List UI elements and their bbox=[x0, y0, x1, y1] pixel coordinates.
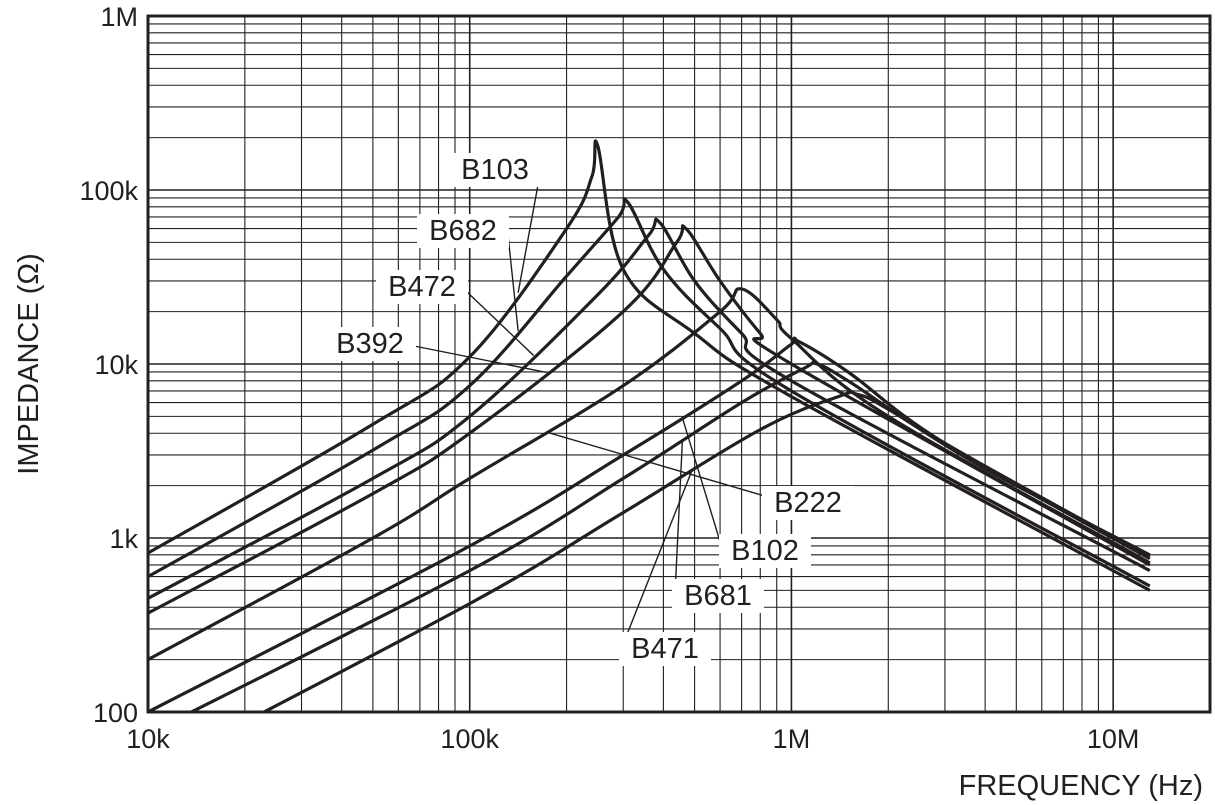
leader-b222 bbox=[546, 431, 769, 498]
series-label-b682: B682 bbox=[429, 215, 497, 247]
label-bg bbox=[376, 270, 468, 304]
label-bg bbox=[619, 632, 711, 666]
y-tick-label: 1k bbox=[109, 524, 138, 554]
x-tick-label: 10M bbox=[1087, 724, 1140, 754]
leader-b681 bbox=[674, 440, 684, 595]
y-tick-label: 1M bbox=[100, 2, 138, 32]
label-bg bbox=[417, 214, 509, 248]
plot-frame bbox=[146, 14, 1212, 714]
series-label-b681: B681 bbox=[684, 580, 752, 612]
y-tick-label: 100k bbox=[79, 176, 138, 206]
y-tick-label: 10k bbox=[94, 350, 138, 380]
series-line-b392 bbox=[148, 224, 1151, 615]
x-axis-ticks: 10k 100k 1M 10M bbox=[126, 724, 1139, 754]
label-bg bbox=[324, 327, 416, 361]
series-line-b222 bbox=[148, 287, 1151, 662]
series-line-b681 bbox=[187, 360, 1151, 712]
x-tick-label: 100k bbox=[440, 724, 499, 754]
leader-b471 bbox=[621, 470, 693, 648]
series-label-b471: B471 bbox=[631, 633, 699, 665]
series-label-b392: B392 bbox=[336, 328, 404, 360]
series-line-b103 bbox=[148, 139, 1151, 592]
label-bg bbox=[672, 579, 764, 613]
leader-b392 bbox=[413, 345, 547, 374]
series-label-b103: B103 bbox=[461, 154, 529, 186]
leader-b682 bbox=[507, 234, 519, 331]
series-curves bbox=[148, 139, 1151, 712]
leader-b103 bbox=[517, 173, 541, 293]
grid bbox=[148, 16, 1210, 712]
label-bg bbox=[719, 534, 811, 568]
x-axis-title: FREQUENCY (Hz) bbox=[959, 770, 1203, 802]
series-labels: B103 B682 B472 B392 B222 B102 B681 B471 bbox=[324, 153, 854, 666]
leader-b102 bbox=[681, 417, 723, 549]
label-leaders bbox=[413, 173, 769, 648]
series-label-b472: B472 bbox=[388, 271, 456, 303]
y-axis-ticks: 100 1k 10k 100k 1M bbox=[79, 2, 138, 728]
label-bg bbox=[449, 153, 541, 187]
series-label-b102: B102 bbox=[731, 535, 799, 567]
series-line-b471 bbox=[260, 390, 1151, 712]
series-line-b682 bbox=[148, 197, 1151, 588]
x-tick-label: 1M bbox=[773, 724, 811, 754]
x-tick-label: 10k bbox=[126, 724, 170, 754]
series-label-b222: B222 bbox=[774, 487, 842, 519]
y-axis-title: IMPEDANCE (Ω) bbox=[13, 253, 45, 474]
series-line-b472 bbox=[148, 217, 1151, 600]
label-bg bbox=[762, 486, 854, 520]
leader-b472 bbox=[465, 290, 535, 357]
y-tick-label: 100 bbox=[93, 698, 138, 728]
